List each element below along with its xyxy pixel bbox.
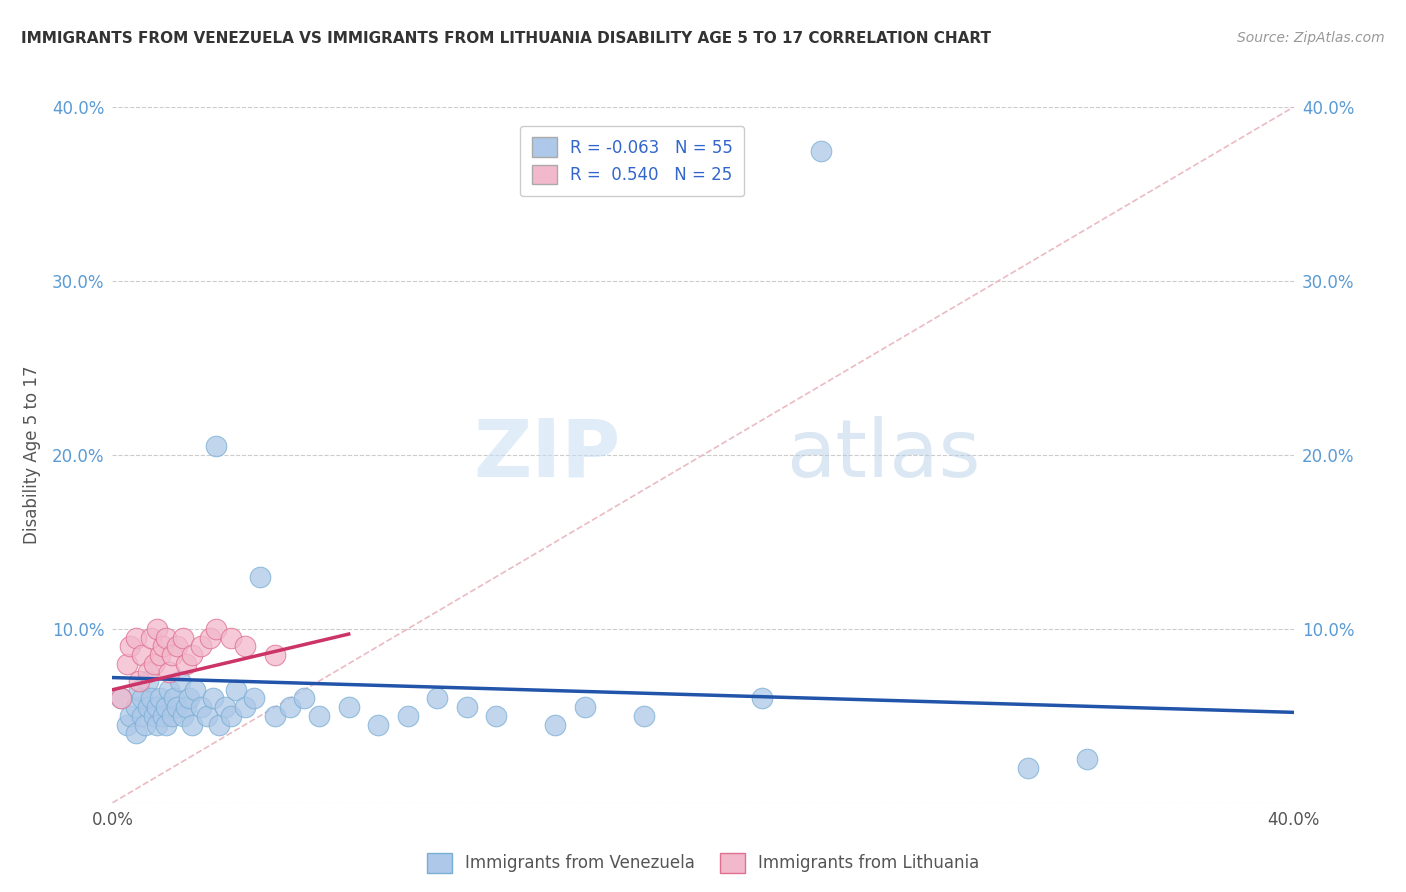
Point: [181, 717, 204, 731]
Point: [120, 708, 142, 723]
Point: [751, 691, 773, 706]
Point: [574, 700, 596, 714]
Point: [128, 674, 150, 689]
Point: [174, 700, 197, 714]
Point: [157, 665, 180, 680]
Point: [136, 674, 159, 689]
Point: [136, 700, 159, 714]
Y-axis label: Disability Age 5 to 17: Disability Age 5 to 17: [22, 366, 41, 544]
Point: [152, 639, 174, 653]
Point: [485, 708, 508, 723]
Point: [264, 648, 287, 662]
Point: [160, 708, 183, 723]
Point: [367, 717, 389, 731]
Point: [174, 657, 197, 671]
Point: [337, 700, 360, 714]
Point: [139, 691, 162, 706]
Point: [155, 700, 177, 714]
Point: [1017, 761, 1039, 775]
Point: [169, 674, 191, 689]
Point: [149, 648, 172, 662]
Point: [225, 682, 247, 697]
Point: [201, 691, 224, 706]
Point: [179, 691, 201, 706]
Point: [181, 648, 204, 662]
Point: [117, 657, 138, 671]
Point: [208, 717, 231, 731]
Point: [214, 700, 236, 714]
Text: ZIP: ZIP: [472, 416, 620, 494]
Point: [155, 631, 177, 645]
Point: [264, 708, 287, 723]
Point: [396, 708, 419, 723]
Point: [633, 708, 655, 723]
Point: [456, 700, 478, 714]
Point: [166, 639, 188, 653]
Point: [131, 691, 153, 706]
Point: [110, 691, 132, 706]
Point: [155, 717, 177, 731]
Point: [125, 700, 148, 714]
Point: [233, 700, 256, 714]
Point: [198, 631, 221, 645]
Point: [125, 726, 148, 740]
Point: [142, 708, 165, 723]
Point: [219, 708, 242, 723]
Point: [810, 144, 832, 158]
Point: [292, 691, 315, 706]
Point: [136, 665, 159, 680]
Text: Source: ZipAtlas.com: Source: ZipAtlas.com: [1237, 31, 1385, 45]
Point: [544, 717, 567, 731]
Point: [131, 708, 153, 723]
Point: [190, 700, 212, 714]
Legend: R = -0.063   N = 55, R =  0.540   N = 25: R = -0.063 N = 55, R = 0.540 N = 25: [520, 126, 744, 196]
Point: [117, 717, 138, 731]
Point: [233, 639, 256, 653]
Text: atlas: atlas: [786, 416, 980, 494]
Legend: Immigrants from Venezuela, Immigrants from Lithuania: Immigrants from Venezuela, Immigrants fr…: [420, 847, 986, 880]
Point: [120, 639, 142, 653]
Point: [426, 691, 449, 706]
Point: [243, 691, 266, 706]
Point: [146, 622, 169, 636]
Point: [142, 657, 165, 671]
Point: [278, 700, 301, 714]
Point: [184, 682, 207, 697]
Point: [195, 708, 218, 723]
Point: [172, 708, 194, 723]
Point: [205, 439, 228, 453]
Point: [166, 700, 188, 714]
Point: [146, 700, 169, 714]
Point: [125, 631, 148, 645]
Point: [160, 648, 183, 662]
Point: [249, 570, 271, 584]
Point: [110, 691, 132, 706]
Point: [152, 708, 174, 723]
Point: [139, 631, 162, 645]
Point: [149, 691, 172, 706]
Point: [157, 682, 180, 697]
Point: [172, 631, 194, 645]
Point: [163, 691, 186, 706]
Point: [308, 708, 330, 723]
Point: [190, 639, 212, 653]
Point: [134, 717, 156, 731]
Point: [131, 648, 153, 662]
Point: [219, 631, 242, 645]
Point: [205, 622, 228, 636]
Point: [128, 682, 150, 697]
Text: IMMIGRANTS FROM VENEZUELA VS IMMIGRANTS FROM LITHUANIA DISABILITY AGE 5 TO 17 CO: IMMIGRANTS FROM VENEZUELA VS IMMIGRANTS …: [21, 31, 991, 46]
Point: [1076, 752, 1098, 766]
Point: [146, 717, 169, 731]
